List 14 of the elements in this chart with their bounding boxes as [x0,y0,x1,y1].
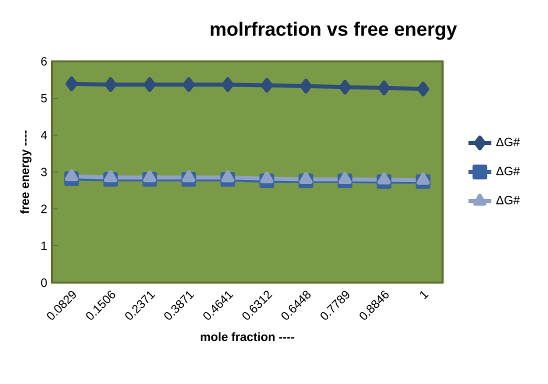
x-tick-label: 1 [420,291,429,300]
y-axis-title: free energy ---- [20,130,32,214]
y-tick-label: 6 [41,57,47,66]
y-tick-label: 2 [41,204,47,214]
y-tick-label: 5 [41,94,47,102]
y-tick-label: 0 [41,278,47,287]
legend-label: ΔG# [496,138,520,146]
y-tick-label: 4 [40,130,47,140]
legend-label: ΔG# [496,196,520,204]
y-tick-label: 3 [41,168,47,176]
legend-label: ΔG# [496,166,520,176]
chart-title: molrfraction vs free energy [210,22,457,40]
y-tick-label: 1 [42,242,47,250]
x-axis-title: mole fraction ---- [200,332,294,342]
